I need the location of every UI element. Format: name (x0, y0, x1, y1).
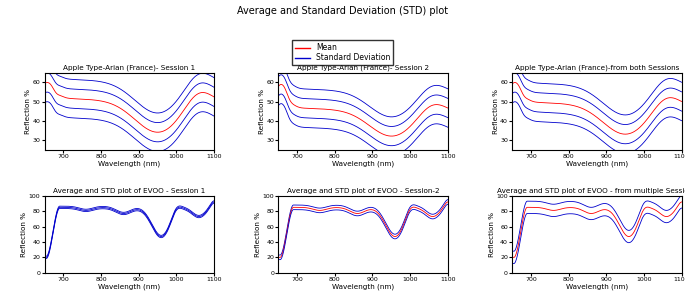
Y-axis label: Reflection %: Reflection % (21, 212, 27, 257)
Title: Average and STD plot of EVOO - Session-2: Average and STD plot of EVOO - Session-2 (287, 188, 439, 194)
Y-axis label: Reflection %: Reflection % (489, 212, 495, 257)
Y-axis label: Reflection %: Reflection % (25, 89, 31, 134)
X-axis label: Wavelength (nm): Wavelength (nm) (332, 160, 394, 167)
X-axis label: Wavelength (nm): Wavelength (nm) (332, 283, 394, 290)
Title: Average and STD plot of EVOO - Session 1: Average and STD plot of EVOO - Session 1 (53, 188, 206, 194)
Legend: Mean, Standard Deviation: Mean, Standard Deviation (292, 40, 393, 65)
X-axis label: Wavelength (nm): Wavelength (nm) (566, 160, 628, 167)
Title: Apple Type-Arian (France)- Session 2: Apple Type-Arian (France)- Session 2 (297, 65, 429, 72)
X-axis label: Wavelength (nm): Wavelength (nm) (98, 283, 160, 290)
Title: Average and STD plot of EVOO - from multiple Sessions: Average and STD plot of EVOO - from mult… (497, 188, 685, 194)
Title: Apple Type-Arian (France)- Session 1: Apple Type-Arian (France)- Session 1 (63, 65, 195, 72)
X-axis label: Wavelength (nm): Wavelength (nm) (98, 160, 160, 167)
X-axis label: Wavelength (nm): Wavelength (nm) (566, 283, 628, 290)
Y-axis label: Reflection %: Reflection % (255, 212, 261, 257)
Y-axis label: Reflection %: Reflection % (259, 89, 265, 134)
Title: Apple Type-Arian (France)-from both Sessions: Apple Type-Arian (France)-from both Sess… (514, 65, 679, 72)
Y-axis label: Reflection %: Reflection % (493, 89, 499, 134)
Text: Average and Standard Deviation (STD) plot: Average and Standard Deviation (STD) plo… (237, 6, 448, 16)
